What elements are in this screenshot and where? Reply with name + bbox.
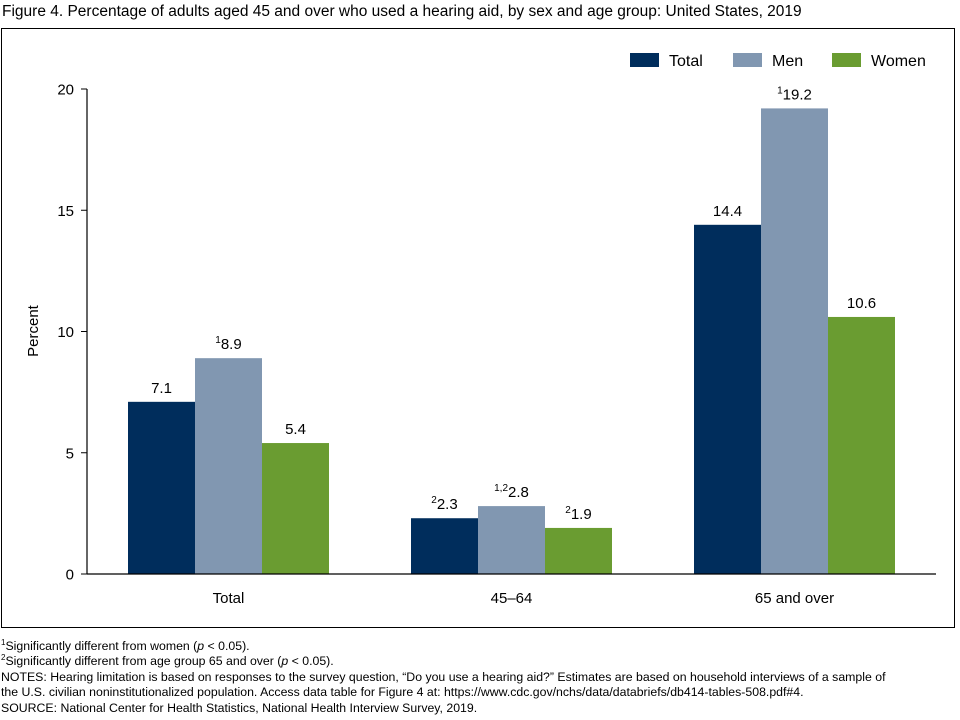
data-label-value: 8.9 xyxy=(221,336,242,353)
y-axis: 0 5 10 15 20 xyxy=(57,82,88,584)
legend-swatch-total xyxy=(630,53,659,67)
data-label: 18.9 xyxy=(215,335,241,353)
chart-legend: Total Men Women xyxy=(630,53,926,70)
bar-women-2 xyxy=(828,316,895,574)
data-label-value: 19.2 xyxy=(783,86,812,103)
data-label: 1,22.8 xyxy=(494,483,529,501)
figure-title: Figure 4. Percentage of adults aged 45 a… xyxy=(2,3,802,20)
bar-women-1 xyxy=(545,527,612,574)
legend-swatch-men xyxy=(733,53,762,67)
data-label: 7.1 xyxy=(151,380,172,397)
bar-total-0 xyxy=(128,401,195,574)
data-label-superscript: 1 xyxy=(777,85,783,96)
legend-swatch-women xyxy=(832,53,861,67)
x-axis: Total 45–64 65 and over xyxy=(87,573,936,607)
notes-line-2: the U.S. civilian noninstitutionalized p… xyxy=(1,685,804,700)
legend-label-men: Men xyxy=(772,53,803,70)
bar-men-2 xyxy=(761,108,828,575)
data-label-value: 1.9 xyxy=(571,506,592,523)
bar-men-1 xyxy=(478,506,545,574)
footnotes: 1Significantly different from women (p <… xyxy=(1,639,959,716)
bar-men-0 xyxy=(195,358,262,574)
data-label: 10.6 xyxy=(847,295,876,312)
data-label: 119.2 xyxy=(777,85,812,103)
legend-label-total: Total xyxy=(669,53,703,70)
notes-line-1: NOTES: Hearing limitation is based on re… xyxy=(1,669,886,684)
y-axis-label: Percent xyxy=(25,304,42,357)
bar-total-1 xyxy=(411,518,478,574)
bar-total-2 xyxy=(694,224,761,575)
y-tick-label: 0 xyxy=(66,567,74,584)
data-label-superscript: 1,2 xyxy=(494,483,508,494)
x-tick-label: Total xyxy=(213,590,245,607)
footnote-2: 2Significantly different from age group … xyxy=(1,653,334,669)
data-label-value: 2.3 xyxy=(437,496,458,513)
y-tick-label: 20 xyxy=(57,82,74,99)
y-tick-label: 5 xyxy=(66,445,74,462)
data-label: 5.4 xyxy=(285,421,306,438)
chart-frame xyxy=(1,28,955,628)
legend-label-women: Women xyxy=(871,53,926,70)
data-label-value: 2.8 xyxy=(508,484,529,501)
x-tick-label: 45–64 xyxy=(491,590,533,607)
data-label: 14.4 xyxy=(713,203,742,220)
bar-women-0 xyxy=(262,443,329,574)
data-label-superscript: 2 xyxy=(565,505,571,516)
data-label: 22.3 xyxy=(431,495,457,513)
x-tick-label: 65 and over xyxy=(755,590,834,607)
data-label: 21.9 xyxy=(565,505,591,523)
source-line: SOURCE: National Center for Health Stati… xyxy=(1,700,478,715)
data-label-superscript: 2 xyxy=(431,495,437,506)
y-tick-label: 10 xyxy=(57,324,74,341)
footnote-1: 1Significantly different from women (p <… xyxy=(1,638,250,654)
data-label-superscript: 1 xyxy=(215,335,221,346)
y-tick-label: 15 xyxy=(57,203,74,220)
